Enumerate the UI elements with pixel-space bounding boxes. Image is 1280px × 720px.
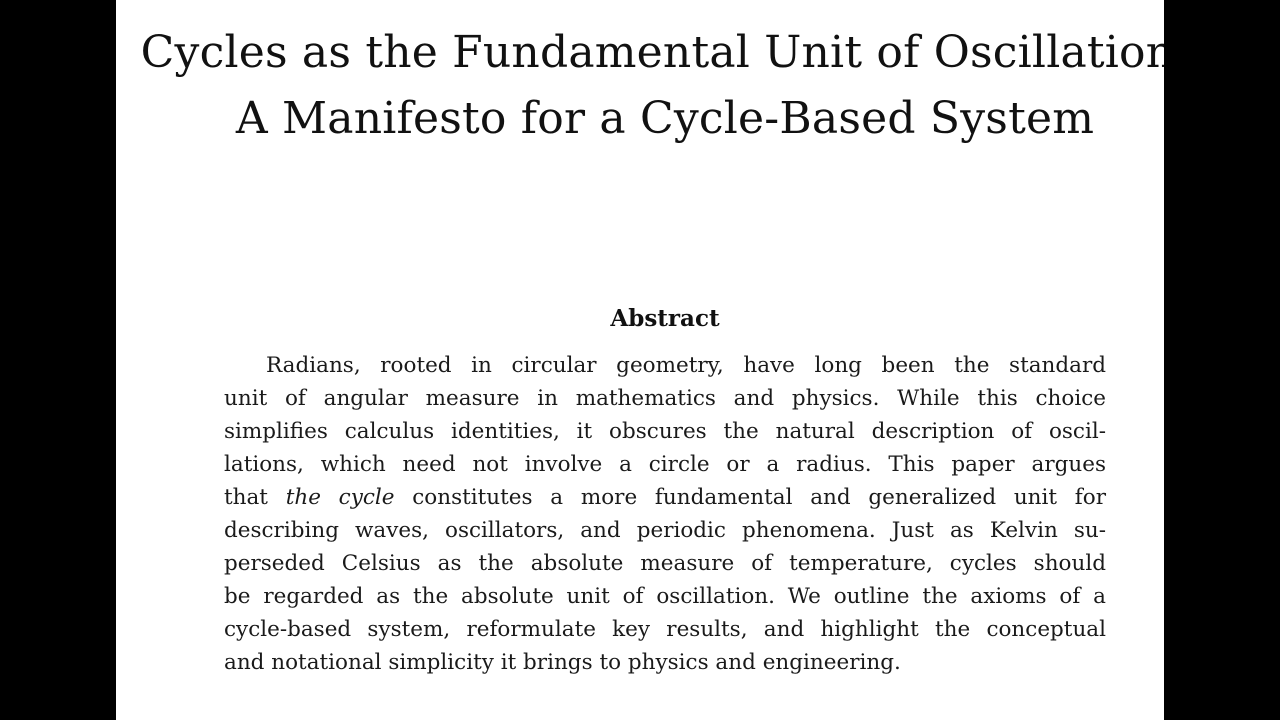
abstract-text: that xyxy=(224,485,268,510)
abstract-body: Radians, rooted in circular geometry, ha… xyxy=(224,349,1106,679)
abstract-line: lations, which need not involve a circle… xyxy=(224,452,1106,477)
title-line-2: A Manifesto for a Cycle-Based System xyxy=(235,93,1095,144)
abstract-line: and notational simplicity it brings to p… xyxy=(224,650,901,675)
abstract-emphasis: the cycle xyxy=(285,485,395,510)
abstract-line: simplifies calculus identities, it obscu… xyxy=(224,419,1106,444)
abstract-line: cycle-based system, reformulate key resu… xyxy=(224,617,1106,642)
abstract-text: constitutes a more fundamental and gener… xyxy=(412,485,1106,510)
abstract-line: describing waves, oscillators, and perio… xyxy=(224,518,1106,543)
abstract-line: Radians, rooted in circular geometry, ha… xyxy=(266,353,1106,378)
abstract-line: be regarded as the absolute unit of osci… xyxy=(224,584,1106,609)
paper-page: Cycles as the Fundamental Unit of Oscill… xyxy=(116,0,1164,720)
title-line-1: Cycles as the Fundamental Unit of Oscill… xyxy=(140,27,1164,78)
abstract-line-mixed: that the cycle constitutes a more fundam… xyxy=(224,481,1106,514)
abstract-heading: Abstract xyxy=(610,305,720,332)
paper-title: Cycles as the Fundamental Unit of Oscill… xyxy=(116,20,1164,152)
abstract-line: unit of angular measure in mathematics a… xyxy=(224,386,1106,411)
abstract-line: perseded Celsius as the absolute measure… xyxy=(224,551,1106,576)
